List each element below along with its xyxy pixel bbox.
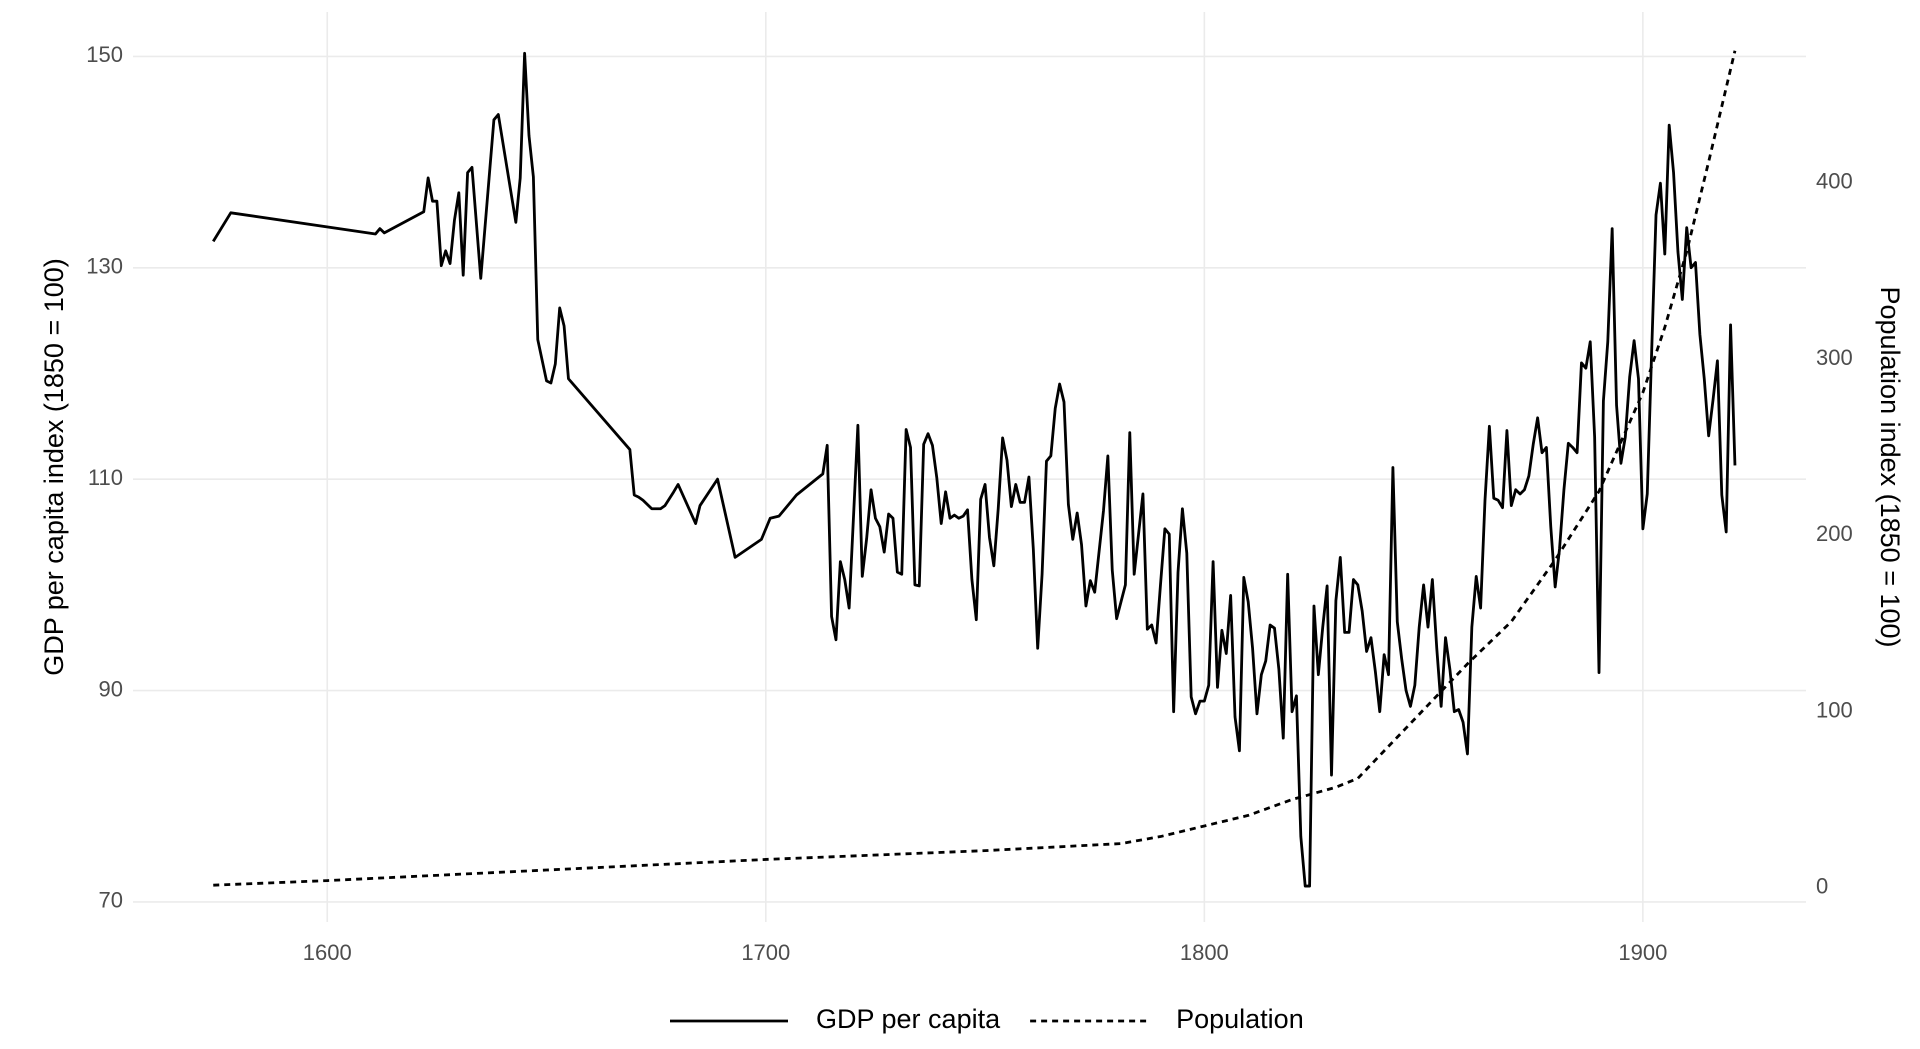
y2-tick-label: 0	[1816, 873, 1828, 898]
y2-tick-label: 200	[1816, 521, 1853, 546]
data-line	[213, 50, 1737, 887]
y2-axis-title: Population index (1850 = 100)	[1875, 286, 1905, 647]
y-tick-label: 90	[99, 676, 123, 701]
legend-label: Population	[1176, 1004, 1304, 1034]
y2-tick-label: 100	[1816, 697, 1853, 722]
y-tick-label: 110	[88, 465, 123, 490]
y2-tick-label: 400	[1816, 169, 1853, 194]
y2-tick-label: 300	[1816, 345, 1853, 370]
x-tick-label: 1600	[303, 940, 352, 965]
x-tick-label: 1900	[1618, 940, 1667, 965]
y-axis-title: GDP per capita index (1850 = 100)	[39, 258, 69, 676]
x-tick-label: 1800	[1180, 940, 1229, 965]
x-tick-label: 1700	[741, 940, 790, 965]
legend-label: GDP per capita	[816, 1004, 1001, 1034]
data-line	[212, 51, 1737, 888]
y-tick-label: 70	[99, 888, 123, 913]
y-tick-label: 130	[86, 254, 123, 279]
y-tick-label: 150	[86, 42, 123, 67]
